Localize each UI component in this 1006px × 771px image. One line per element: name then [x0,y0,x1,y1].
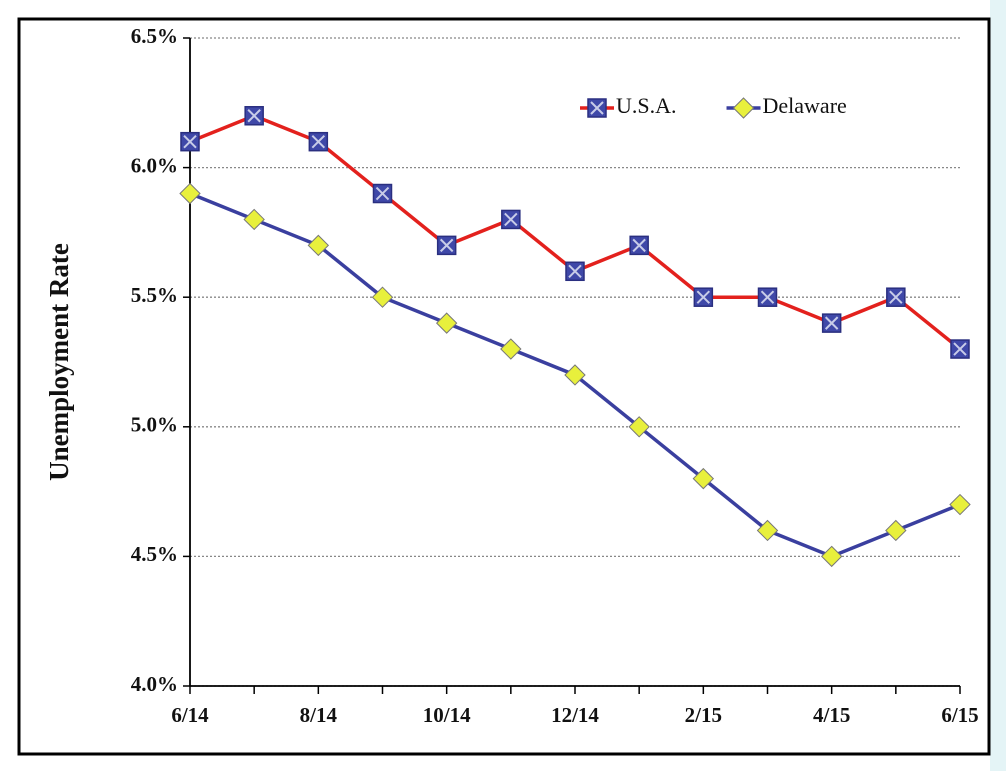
marker-cross [247,109,261,123]
marker-diamond [732,97,755,119]
marker-cross [696,290,711,304]
marker-diamond [564,364,586,386]
marker-diamond [756,519,779,542]
y-tick-label: 4.5% [131,542,178,566]
marker-diamond [243,208,265,231]
marker [243,208,265,231]
marker-diamond [885,519,907,542]
marker [885,519,907,542]
marker-cross [760,290,775,304]
marker-cross [632,238,646,253]
marker [244,106,264,126]
x-tick-label: 6/14 [171,703,209,727]
marker-cross [953,342,967,356]
marker [500,338,522,360]
marker-diamond [179,182,201,205]
marker [180,131,200,152]
x-tick-label: 2/15 [685,703,722,727]
marker [757,287,778,307]
marker-cross [311,134,326,149]
x-tick-label: 4/15 [813,703,850,727]
marker [693,287,714,307]
marker-diamond [371,286,394,308]
marker [179,182,201,205]
y-tick-label: 4.0% [131,672,178,696]
x-tick-label: 10/14 [423,703,471,727]
y-tick-label: 5.0% [131,413,178,437]
marker [565,261,585,282]
marker [501,209,521,230]
page-edge [990,0,1006,771]
marker [629,235,649,256]
marker [820,545,843,568]
marker-diamond [307,234,330,257]
marker [308,131,329,152]
x-tick-label: 12/14 [551,703,599,727]
marker-diamond [628,416,650,438]
legend-label: U.S.A. [616,93,677,118]
marker [372,183,393,204]
marker [436,235,457,256]
legend-label: Delaware [763,93,847,118]
marker-cross [590,101,604,115]
marker-cross [504,212,518,227]
marker [692,467,715,490]
y-axis-title: Unemployment Rate [44,243,74,481]
marker [435,312,458,334]
y-tick-label: 6.0% [131,153,178,177]
marker [371,286,394,308]
marker-cross [568,264,582,278]
marker [587,98,607,118]
y-tick-label: 6.5% [131,24,178,48]
marker-cross [824,316,839,330]
marker-cross [183,134,197,149]
marker [564,364,586,386]
marker [628,416,650,438]
marker-cross [375,186,390,201]
marker-cross [889,290,903,304]
marker [756,519,779,542]
x-tick-label: 6/15 [941,703,978,727]
marker [949,493,971,516]
marker-diamond [435,312,458,334]
marker [886,287,906,307]
marker [732,97,755,119]
marker [821,313,842,333]
y-tick-label: 5.5% [131,283,178,307]
marker-diamond [500,338,522,360]
marker-diamond [692,467,715,490]
marker-diamond [820,545,843,568]
marker-diamond [949,493,971,516]
chart-frame [17,17,991,756]
marker-cross [439,238,454,253]
marker [950,339,970,359]
x-tick-label: 8/14 [300,703,338,727]
marker [307,234,330,257]
